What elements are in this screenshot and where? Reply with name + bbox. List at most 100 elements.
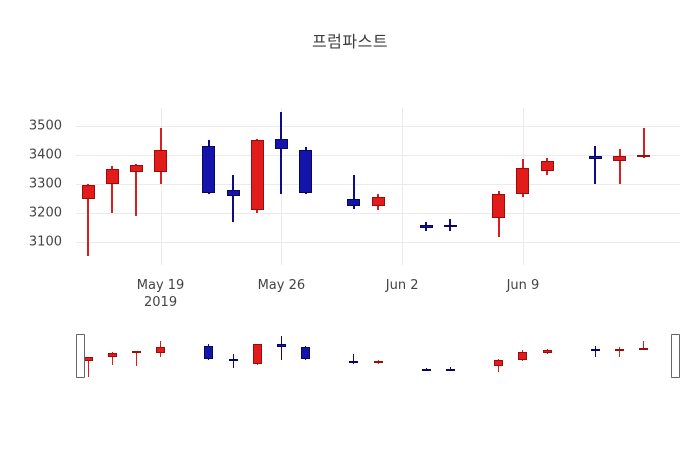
candlestick-body: [154, 150, 168, 173]
candlestick-body: [494, 359, 504, 367]
candlestick-wick: [352, 175, 355, 209]
candlestick-wick: [87, 356, 89, 378]
candlestick-body: [131, 351, 141, 354]
x-axis-tick-label: May 26: [257, 278, 306, 293]
candlestick[interactable]: [518, 330, 528, 382]
candlestick[interactable]: [129, 108, 143, 260]
candlestick-body: [373, 360, 383, 364]
candlestick[interactable]: [156, 330, 166, 382]
candlestick-body: [371, 197, 385, 206]
candlestick[interactable]: [613, 108, 627, 260]
candlestick-body: [349, 361, 359, 364]
candlestick[interactable]: [349, 330, 359, 382]
y-axis-tick-label: 3400: [28, 147, 62, 163]
candlestick-body: [615, 348, 625, 351]
candlestick-wick: [111, 166, 114, 214]
candlestick[interactable]: [540, 108, 554, 260]
candlestick-body: [347, 198, 361, 206]
y-axis-tick-label: 3500: [28, 118, 62, 134]
candlestick-plot-area[interactable]: [76, 108, 680, 260]
candlestick-body: [542, 350, 552, 354]
candlestick-body: [588, 156, 602, 160]
candlestick[interactable]: [492, 108, 506, 260]
x-axis-tick-label: Jun 2: [385, 278, 419, 293]
candlestick-body: [421, 368, 431, 371]
candlestick[interactable]: [228, 330, 238, 382]
y-grid-line: [76, 125, 680, 127]
range-slider[interactable]: [76, 330, 680, 382]
candlestick-body: [445, 368, 455, 371]
candlestick-wick: [135, 350, 137, 367]
candlestick[interactable]: [81, 108, 95, 260]
candlestick-wick: [353, 354, 355, 364]
candlestick[interactable]: [154, 108, 168, 260]
candlestick-wick: [280, 336, 282, 360]
candlestick[interactable]: [494, 330, 504, 382]
candlestick-body: [107, 352, 117, 357]
candlestick[interactable]: [373, 330, 383, 382]
y-axis-tick-label: 3100: [28, 234, 62, 250]
candlestick[interactable]: [445, 330, 455, 382]
candlestick-body: [105, 169, 119, 184]
candlestick[interactable]: [274, 108, 288, 260]
y-grid-line: [76, 242, 680, 244]
candlestick-body: [204, 345, 214, 360]
x-axis-tick-mark: [522, 260, 524, 265]
y-grid-line: [76, 213, 680, 215]
candlestick-body: [419, 224, 433, 228]
candlestick[interactable]: [299, 108, 313, 260]
candlestick[interactable]: [226, 108, 240, 260]
candlestick[interactable]: [131, 330, 141, 382]
candlestick[interactable]: [542, 330, 552, 382]
candlestick-body: [228, 358, 238, 361]
x-grid-line: [160, 108, 162, 260]
candlestick[interactable]: [204, 330, 214, 382]
candlestick[interactable]: [252, 330, 262, 382]
candlestick[interactable]: [347, 108, 361, 260]
candlestick[interactable]: [371, 108, 385, 260]
candlestick-wick: [618, 148, 621, 184]
range-slider-right-handle[interactable]: [671, 334, 680, 378]
x-axis-tick-mark: [402, 260, 404, 265]
range-slider-left-handle[interactable]: [76, 334, 85, 378]
candlestick-body: [156, 347, 166, 354]
candlestick[interactable]: [516, 108, 530, 260]
candlestick[interactable]: [590, 330, 600, 382]
candlestick[interactable]: [443, 108, 457, 260]
candlestick[interactable]: [615, 330, 625, 382]
candlestick[interactable]: [637, 108, 651, 260]
y-axis-tick-label: 3200: [28, 205, 62, 221]
candlestick[interactable]: [301, 330, 311, 382]
chart-title: 프럼파스트: [311, 32, 389, 51]
candlestick[interactable]: [107, 330, 117, 382]
candlestick[interactable]: [421, 330, 431, 382]
candlestick-body: [301, 347, 311, 360]
candlestick-body: [81, 185, 95, 199]
candlestick-wick: [594, 146, 597, 184]
candlestick-wick: [232, 175, 235, 222]
y-grid-line: [76, 184, 680, 185]
candlestick[interactable]: [419, 108, 433, 260]
candlestick[interactable]: [250, 108, 264, 260]
candlestick-wick: [594, 345, 596, 357]
candlestick-wick: [87, 184, 90, 256]
x-axis-tick-label: May 19 2019: [136, 278, 185, 310]
candlestick-body: [518, 352, 528, 360]
candlestick-body: [129, 165, 143, 173]
candlestick[interactable]: [588, 108, 602, 260]
y-axis-tick-label: 3300: [28, 176, 62, 192]
candlestick-wick: [280, 112, 283, 195]
candlestick-body: [276, 343, 286, 347]
candlestick[interactable]: [276, 330, 286, 382]
x-axis-tick-label: Jun 9: [506, 278, 540, 293]
candlestick-body: [492, 194, 506, 218]
candlestick-body: [274, 138, 288, 149]
candlestick[interactable]: [105, 108, 119, 260]
candlestick-wick: [449, 219, 452, 231]
candlestick-wick: [619, 346, 621, 357]
candlestick-body: [540, 160, 554, 171]
candlestick[interactable]: [202, 108, 216, 260]
candlestick[interactable]: [639, 330, 649, 382]
candlestick-body: [590, 348, 600, 351]
